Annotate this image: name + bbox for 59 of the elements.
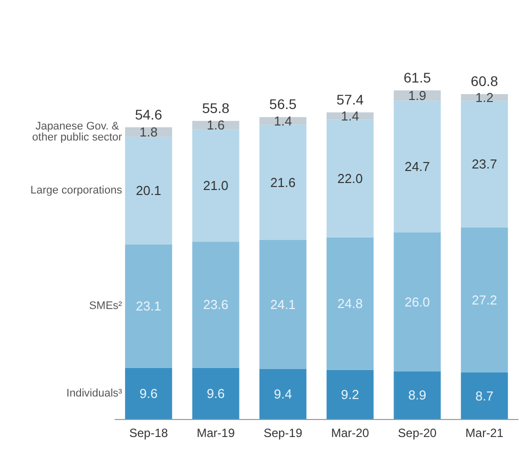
bar	[326, 120, 374, 238]
bar	[394, 371, 441, 419]
data-label: 8.7	[475, 388, 494, 404]
bar	[326, 370, 374, 419]
data-label: 26.0	[404, 294, 430, 310]
data-label: 24.8	[337, 296, 363, 312]
total-label: 56.5	[269, 96, 297, 112]
data-label: 9.4	[274, 386, 292, 402]
total-label: 54.6	[134, 106, 162, 122]
data-label: 1.8	[140, 124, 158, 140]
bar	[460, 372, 508, 419]
bar	[460, 227, 508, 373]
x-tick-label: Mar-21	[465, 426, 504, 440]
total-label: 57.4	[336, 91, 364, 108]
bar	[326, 237, 374, 370]
data-label: 24.7	[404, 159, 430, 174]
x-tick-label: Mar-19	[196, 426, 236, 440]
series-label: Japanese Gov. & other public sector	[32, 120, 122, 144]
series-label: Large corporations	[30, 184, 123, 197]
bar	[394, 100, 441, 233]
data-label: 1.4	[341, 108, 360, 124]
bar	[192, 242, 240, 368]
bar	[125, 136, 172, 244]
data-label: 24.1	[270, 296, 296, 312]
total-label: 60.8	[470, 73, 498, 90]
data-label: 9.6	[140, 386, 158, 401]
series-label: Individuals³	[66, 387, 122, 400]
data-label: 27.2	[472, 292, 498, 308]
data-label: 8.9	[408, 388, 426, 403]
data-label: 22.0	[337, 171, 363, 186]
data-label: 23.6	[203, 297, 228, 312]
series-label: SMEs²	[89, 300, 122, 312]
total-label: 61.5	[404, 69, 432, 86]
data-label: 20.1	[136, 183, 162, 198]
total-label: 55.8	[202, 100, 230, 116]
data-label: 1.9	[408, 88, 426, 103]
x-tick-label: Sep-20	[398, 426, 437, 440]
x-tick-label: Sep-18	[129, 426, 168, 440]
bar	[259, 368, 306, 419]
data-label: 1.4	[274, 113, 292, 128]
data-label: 1.2	[475, 90, 494, 105]
data-label: 9.6	[206, 386, 225, 401]
data-label: 1.6	[206, 118, 225, 133]
data-label: 9.2	[341, 386, 360, 402]
x-tick-label: Sep-19	[264, 426, 303, 440]
bar	[460, 100, 508, 228]
bar	[460, 94, 508, 101]
data-label: 23.7	[472, 156, 498, 172]
bar	[394, 232, 441, 372]
bar	[192, 368, 240, 419]
data-label: 21.0	[203, 178, 228, 194]
data-label: 21.6	[270, 174, 296, 190]
bar	[259, 124, 306, 240]
bar	[192, 129, 240, 242]
bar	[125, 368, 172, 419]
data-label: 23.1	[136, 298, 162, 314]
bar	[125, 244, 172, 368]
bar	[259, 240, 306, 369]
x-tick-label: Mar-20	[331, 426, 370, 440]
